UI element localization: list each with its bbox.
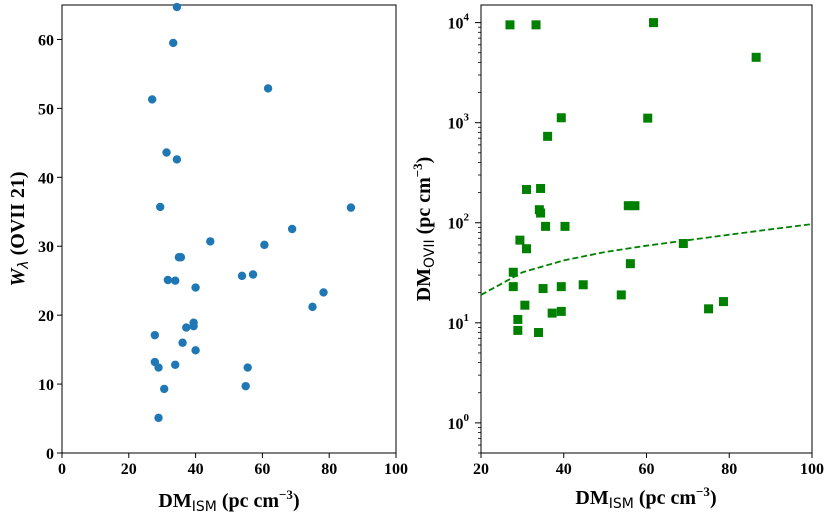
left-x-tick-label: 60 [254, 461, 270, 478]
left-data-point [182, 323, 191, 332]
left-x-axis-label: DMISM (pc cm−3) [158, 487, 299, 515]
left-data-point [155, 202, 165, 212]
left-data-point [160, 384, 169, 394]
right-data-point [536, 183, 546, 193]
left-data-point [171, 276, 180, 285]
left-x-tick-label: 100 [384, 461, 408, 478]
right-data-point [531, 20, 541, 30]
left-data-point [346, 203, 356, 212]
left-data-point [189, 321, 198, 331]
right-data-point [543, 131, 553, 141]
right-data-point [522, 244, 532, 254]
right-y-tick-label: 100 [448, 412, 470, 433]
right-data-point [616, 290, 626, 300]
left-data-point [178, 338, 187, 347]
left-data-point [154, 413, 163, 423]
right-data-point [630, 201, 640, 211]
right-y-tick-label: 101 [448, 312, 470, 333]
right-data-point [625, 259, 635, 269]
right-x-tick-label: 100 [800, 461, 824, 478]
right-data-point [704, 304, 714, 314]
left-data-point [248, 270, 258, 279]
right-y-tick-label: 102 [448, 212, 470, 233]
left-data-point [147, 95, 157, 104]
right-data-point [513, 314, 523, 324]
right-data-point [643, 113, 653, 123]
right-data-point [751, 52, 761, 62]
left-x-tick-label: 40 [188, 461, 204, 478]
right-data-points [505, 18, 761, 338]
left-data-point [263, 84, 273, 93]
right-axis-ticks: 20 40 60 80 100 100 101 102 103 104 [448, 12, 825, 478]
right-y-tick-label: 104 [448, 12, 470, 33]
left-data-point [260, 240, 269, 250]
left-data-point [169, 38, 178, 48]
left-data-point [287, 224, 297, 234]
right-y-axis-label: DMOVII (pc cm−3) [410, 157, 438, 302]
right-x-tick-label: 20 [473, 461, 489, 478]
left-x-tick-label: 20 [121, 461, 137, 478]
left-plot-frame [61, 4, 397, 454]
right-data-point [505, 20, 515, 30]
right-data-point [578, 280, 588, 290]
left-y-tick-label: 10 [38, 377, 54, 394]
right-plot-frame [480, 4, 813, 454]
left-data-point [172, 155, 182, 164]
left-y-tick-label: 0 [46, 446, 54, 463]
left-data-point [191, 283, 200, 292]
left-y-tick-label: 20 [38, 308, 54, 325]
right-data-point [508, 267, 518, 277]
right-data-point [560, 221, 570, 231]
right-data-point [678, 239, 688, 249]
left-x-tick-label: 0 [58, 461, 66, 478]
right-data-point [538, 284, 548, 294]
right-x-tick-label: 80 [721, 461, 737, 478]
right-dashed-curve [480, 223, 813, 296]
left-data-point [241, 381, 250, 391]
left-y-tick-label: 30 [38, 239, 54, 256]
right-x-tick-label: 40 [556, 461, 572, 478]
right-data-point [623, 201, 633, 211]
right-data-point [541, 221, 551, 231]
left-data-point [237, 271, 247, 281]
left-data-point [171, 360, 180, 369]
left-x-tick-label: 80 [321, 461, 337, 478]
right-data-point [556, 113, 566, 123]
left-y-tick-label: 50 [38, 101, 54, 118]
left-y-axis-label: Wλ (OVII 21) [7, 172, 32, 287]
right-data-point [513, 325, 523, 335]
right-data-point [508, 282, 518, 292]
right-plot: 20 40 60 80 100 100 101 102 103 104 DMISM (pc cm−… [410, 4, 825, 512]
left-data-point [154, 363, 163, 372]
left-data-point [150, 330, 160, 340]
right-x-tick-label: 60 [639, 461, 655, 478]
right-data-point [534, 328, 544, 338]
right-x-axis-label: DMISM (pc cm−3) [575, 484, 716, 512]
right-data-point [718, 297, 728, 307]
right-data-point [520, 300, 530, 310]
right-data-point [536, 208, 546, 218]
left-data-point [319, 288, 328, 297]
left-data-point [206, 237, 215, 246]
left-axis-ticks: 0 20 40 60 80 100 0 10 20 30 40 50 60 [38, 32, 408, 478]
right-data-point [522, 184, 532, 194]
left-data-point [176, 253, 186, 262]
right-data-point [556, 282, 566, 292]
left-data-point [162, 148, 171, 157]
left-data-point [163, 275, 173, 285]
left-data-point [308, 302, 317, 312]
left-data-point [172, 2, 182, 12]
left-data-point [243, 363, 252, 372]
right-data-point [649, 18, 659, 28]
left-data-point [191, 346, 200, 355]
left-y-tick-label: 60 [38, 32, 54, 49]
right-data-point [515, 235, 525, 245]
left-data-points [147, 2, 356, 423]
left-y-tick-label: 40 [38, 170, 54, 187]
right-data-point [547, 308, 557, 318]
right-y-tick-label: 103 [448, 112, 470, 133]
right-data-point [556, 306, 566, 316]
left-plot: 0 20 40 60 80 100 0 10 20 30 40 50 60 DMISM (pc cm−3… [7, 2, 408, 515]
